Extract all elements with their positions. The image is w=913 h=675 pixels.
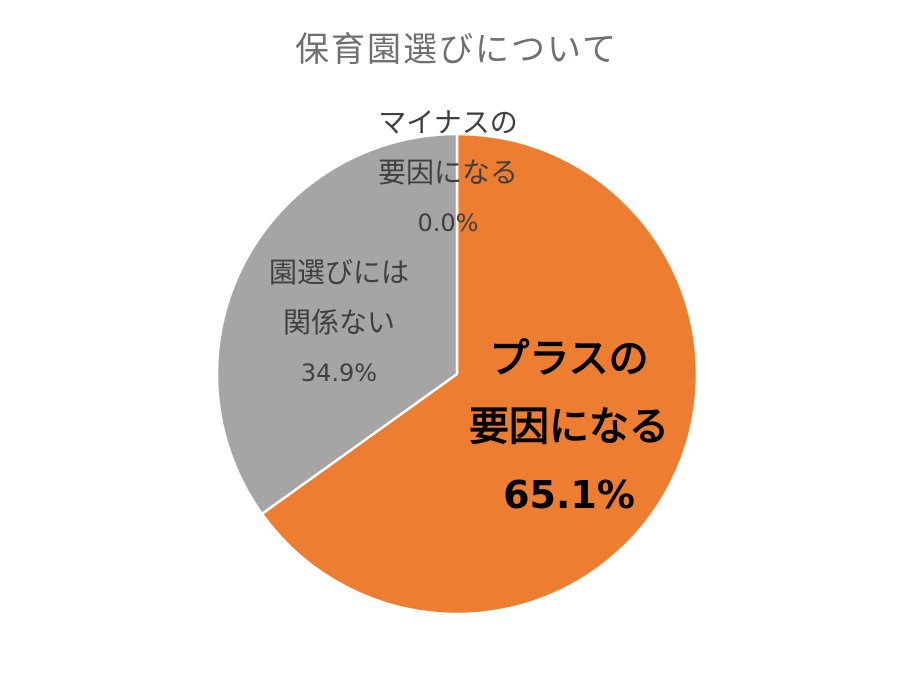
chart-title: 保育園選びについて: [295, 30, 618, 70]
data-label-plus-line1: プラスの: [489, 336, 649, 382]
pie-slice-plus: [260, 132, 699, 616]
data-label-plus-value: 65.1%: [503, 473, 635, 517]
data-label-minus-line2: 要因になる: [377, 156, 519, 189]
data-label-none-line1: 園選びには: [268, 256, 410, 289]
data-label-minus: マイナスの 要因になる 0.0%: [378, 98, 518, 248]
data-label-plus-line2: 要因になる: [469, 404, 669, 450]
data-label-none-value: 34.9%: [300, 359, 378, 387]
data-label-minus-value: 0.0%: [417, 209, 479, 237]
data-label-none: 園選びには 関係ない 34.9%: [269, 248, 409, 398]
pie-slice-none: [215, 132, 459, 516]
data-label-plus: プラスの 要因になる 65.1%: [469, 325, 669, 529]
data-label-minus-line1: マイナスの: [378, 106, 518, 139]
data-label-none-line2: 関係ない: [282, 306, 396, 339]
pie-slices: [215, 132, 699, 616]
